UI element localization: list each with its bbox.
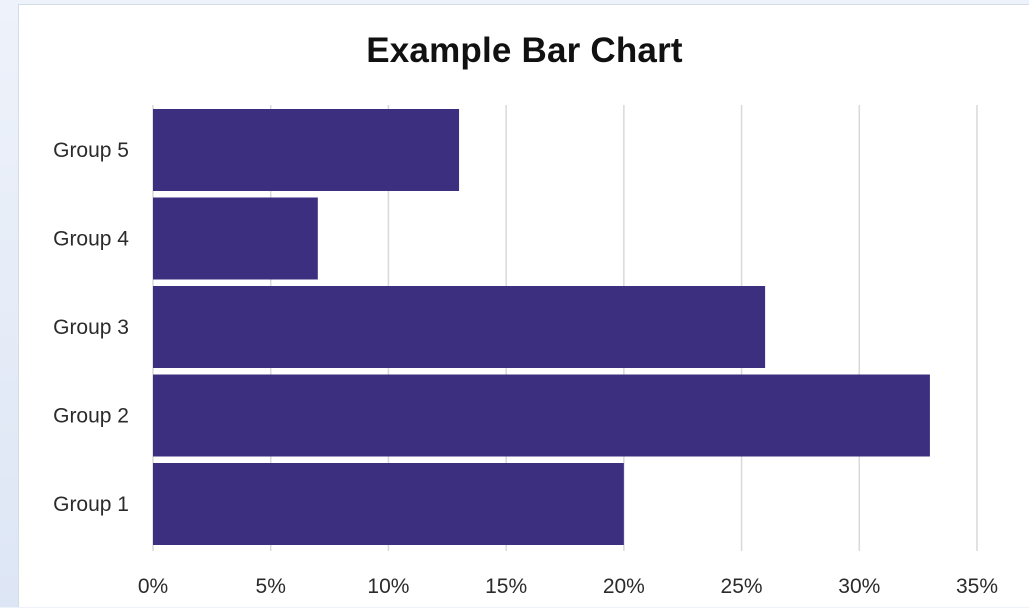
bar-chart-plot: Group 1 Group 2 Group 3 Group 4 Group 5 0% 5%…: [53, 105, 998, 598]
bars: [153, 109, 930, 545]
bar-group-3: [153, 286, 766, 368]
x-tick-label: 5%: [256, 575, 286, 598]
x-tick-label: 0%: [138, 575, 168, 598]
category-label: Group 1: [53, 493, 129, 516]
x-tick-labels: 0% 5% 10% 15% 20% 25% 30% 35%: [138, 575, 998, 598]
category-label: Group 5: [53, 139, 129, 162]
x-tick-label: 15%: [485, 575, 527, 598]
x-tick-label: 25%: [721, 575, 763, 598]
bar-group-1: [153, 463, 624, 545]
category-labels: Group 1 Group 2 Group 3 Group 4 Group 5: [53, 139, 129, 516]
bar-group-5: [153, 109, 460, 191]
bar-group-2: [153, 374, 930, 457]
category-label: Group 4: [53, 228, 129, 251]
chart-title: Example Bar Chart: [366, 31, 683, 70]
bar-group-4: [153, 197, 318, 280]
x-tick-label: 10%: [367, 575, 409, 598]
x-tick-label: 20%: [603, 575, 645, 598]
category-label: Group 2: [53, 405, 129, 428]
x-tick-label: 30%: [838, 575, 880, 598]
category-label: Group 3: [53, 316, 129, 339]
x-tick-label: 35%: [956, 575, 998, 598]
